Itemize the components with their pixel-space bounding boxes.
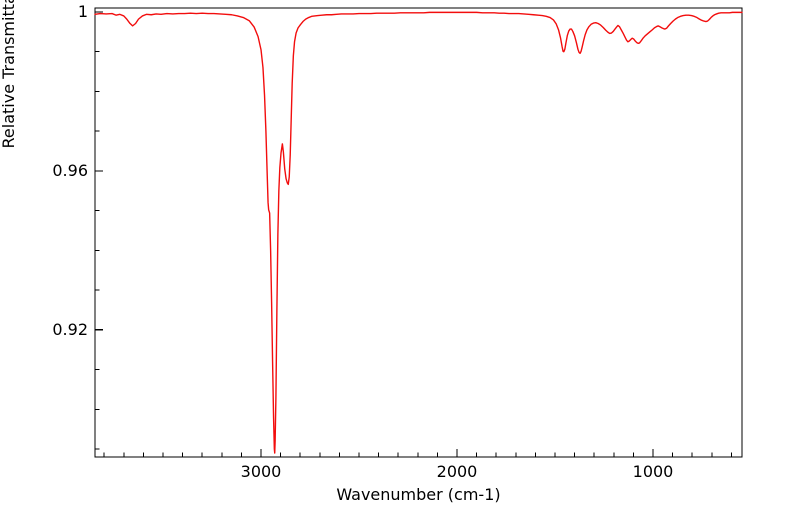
y-tick-label: 1: [78, 2, 88, 21]
x-tick-label: 1000: [633, 462, 674, 481]
y-tick-label: 0.92: [52, 320, 88, 339]
x-tick-label: 2000: [437, 462, 478, 481]
plot-border: [94, 7, 743, 458]
x-tick-label: 3000: [241, 462, 282, 481]
spectrum-line: [94, 11, 743, 454]
y-axis-title: Relative Transmittance: [0, 0, 18, 149]
y-tick-label: 0.96: [52, 161, 88, 180]
x-axis-title: Wavenumber (cm-1): [336, 485, 501, 504]
